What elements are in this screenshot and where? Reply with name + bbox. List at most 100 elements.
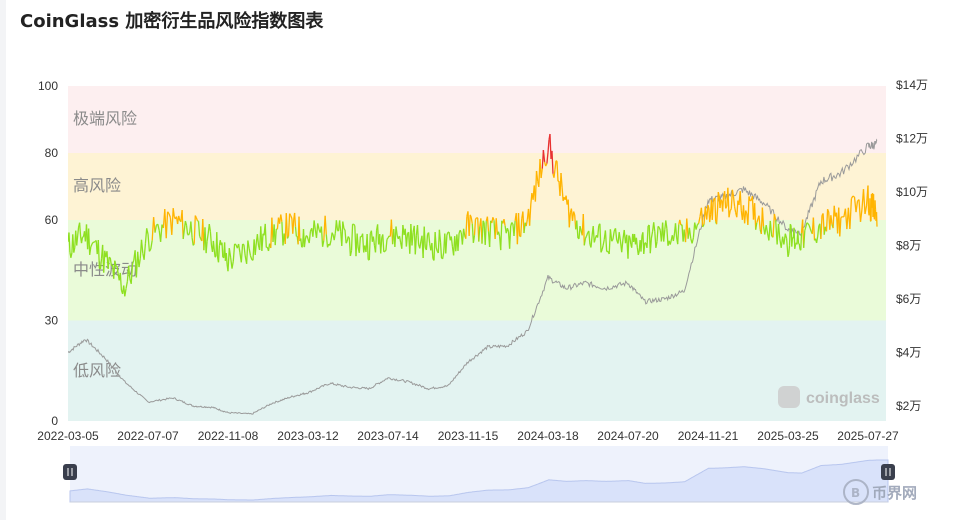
risk-segment	[361, 233, 365, 253]
risk-segment	[805, 222, 808, 228]
risk-segment	[583, 238, 587, 246]
risk-segment	[182, 229, 185, 240]
risk-segment	[862, 189, 866, 215]
risk-segment	[568, 212, 572, 228]
risk-segment	[830, 215, 833, 225]
x-tick-5: 2023-11-15	[438, 429, 499, 443]
risk-segment	[582, 213, 585, 246]
risk-segment	[822, 213, 825, 235]
risk-segment	[285, 213, 289, 239]
left-tick-0: 0	[51, 414, 58, 428]
risk-segment	[425, 234, 429, 251]
risk-segment	[523, 222, 526, 234]
risk-segment	[99, 258, 103, 269]
risk-segment	[787, 253, 790, 257]
risk-segment	[732, 196, 736, 207]
risk-segment	[76, 235, 79, 246]
risk-segment	[503, 218, 506, 226]
risk-segment	[274, 228, 277, 246]
risk-segment	[395, 226, 398, 236]
risk-segment	[150, 240, 153, 250]
risk-segment	[167, 211, 170, 215]
risk-segment	[462, 228, 466, 236]
risk-segment	[547, 139, 550, 153]
risk-segment	[855, 201, 859, 213]
risk-segment	[247, 240, 250, 249]
risk-segment	[629, 237, 632, 245]
risk-segment	[197, 221, 201, 237]
risk-segment	[419, 241, 422, 249]
risk-segment	[472, 235, 476, 243]
risk-segment	[793, 227, 796, 249]
risk-segment	[131, 259, 135, 265]
risk-segment	[867, 185, 870, 211]
risk-segment	[380, 237, 383, 254]
risk-segment	[520, 218, 523, 237]
risk-segment	[478, 226, 481, 242]
risk-segment	[600, 249, 603, 253]
risk-segment	[213, 249, 216, 258]
risk-segment	[338, 220, 342, 232]
risk-segment	[576, 220, 579, 239]
right-tick-5: $12万	[896, 132, 928, 146]
risk-segment	[342, 221, 345, 229]
risk-segment	[508, 225, 512, 249]
risk-segment	[696, 222, 700, 226]
risk-segment	[720, 199, 723, 202]
price-line	[68, 138, 878, 415]
risk-segment	[596, 225, 600, 238]
risk-segment	[349, 250, 353, 257]
risk-segment	[243, 244, 246, 256]
risk-segment	[465, 216, 468, 239]
navigator-area	[69, 459, 889, 503]
risk-segment	[546, 152, 549, 164]
coinglass-logo-icon	[778, 386, 800, 408]
risk-segment	[730, 189, 734, 209]
zone-label-0: 极端风险	[73, 109, 137, 128]
risk-segment	[168, 213, 172, 218]
risk-segment	[628, 235, 631, 238]
risk-segment	[571, 211, 575, 221]
risk-segment	[755, 222, 758, 230]
x-tick-7: 2024-07-20	[597, 429, 659, 443]
risk-segment	[143, 243, 147, 260]
range-navigator	[63, 446, 895, 503]
risk-segment	[773, 213, 777, 221]
risk-segment	[441, 252, 445, 260]
risk-segment	[488, 220, 492, 248]
risk-segment	[289, 213, 292, 217]
risk-segment	[579, 225, 582, 231]
risk-segment	[551, 150, 554, 174]
risk-segment	[249, 255, 253, 261]
risk-segment	[107, 257, 110, 269]
risk-segment	[561, 187, 564, 201]
risk-segment	[228, 248, 232, 258]
risk-segment	[383, 250, 386, 253]
zone-3-band	[68, 320, 886, 421]
risk-segment	[113, 260, 116, 279]
risk-segment	[554, 160, 557, 170]
risk-segment	[698, 216, 701, 224]
risk-segment	[588, 230, 591, 245]
risk-segment	[794, 244, 797, 249]
risk-segment	[78, 222, 82, 237]
risk-segment	[534, 170, 538, 202]
risk-segment	[372, 236, 376, 246]
risk-segment	[474, 217, 478, 220]
risk-segment	[711, 202, 714, 220]
risk-zones	[68, 86, 886, 421]
risk-segment	[506, 227, 510, 232]
risk-segment	[707, 205, 710, 209]
risk-segment	[242, 243, 245, 246]
risk-segment	[195, 217, 199, 222]
risk-segment	[335, 220, 339, 231]
navigator-right-handle[interactable]	[881, 464, 895, 480]
bitcoin-logo-icon	[843, 479, 869, 505]
risk-segment	[401, 224, 404, 249]
navigator-left-handle[interactable]	[63, 464, 77, 480]
risk-segment	[702, 224, 705, 228]
coinglass-watermark: coinglass	[778, 386, 880, 408]
risk-segment	[446, 232, 449, 236]
risk-segment	[663, 229, 666, 242]
risk-segment	[688, 227, 692, 239]
